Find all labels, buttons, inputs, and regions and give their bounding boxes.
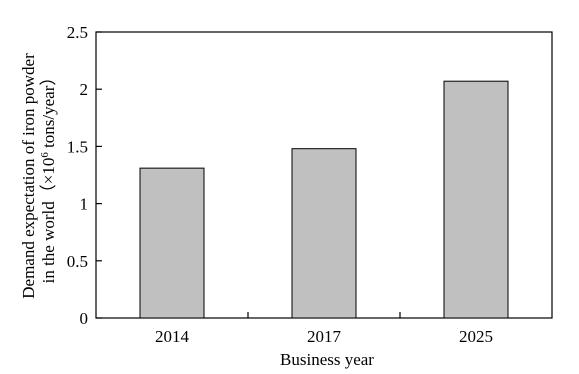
- x-tick-label: 2014: [155, 327, 190, 346]
- y-axis-title-line1: Demand expectation of iron powder: [19, 53, 38, 299]
- y-tick-label: 0: [80, 309, 89, 328]
- y-tick-label: 0.5: [67, 252, 88, 271]
- plot-area: 0 0.5 1 1.5 2 2.5 2014 2017 2025: [67, 23, 553, 346]
- x-tick-label: 2025: [459, 327, 493, 346]
- bar-2014: [139, 167, 205, 319]
- y-tick-label: 1.5: [67, 137, 88, 156]
- y-tick-label: 2.5: [67, 23, 88, 42]
- x-tick-label: 2017: [307, 327, 342, 346]
- bar-2017: [291, 148, 357, 319]
- x-axis-title: Business year: [280, 350, 374, 369]
- y-tick-label: 2: [80, 80, 89, 99]
- y-tick-label: 1: [80, 195, 89, 214]
- y-axis-title: Demand expectation of iron powder in the…: [19, 53, 58, 299]
- bar-2025: [443, 80, 509, 319]
- y-axis-title-line2: in the world（×106 tons/year）: [39, 69, 58, 284]
